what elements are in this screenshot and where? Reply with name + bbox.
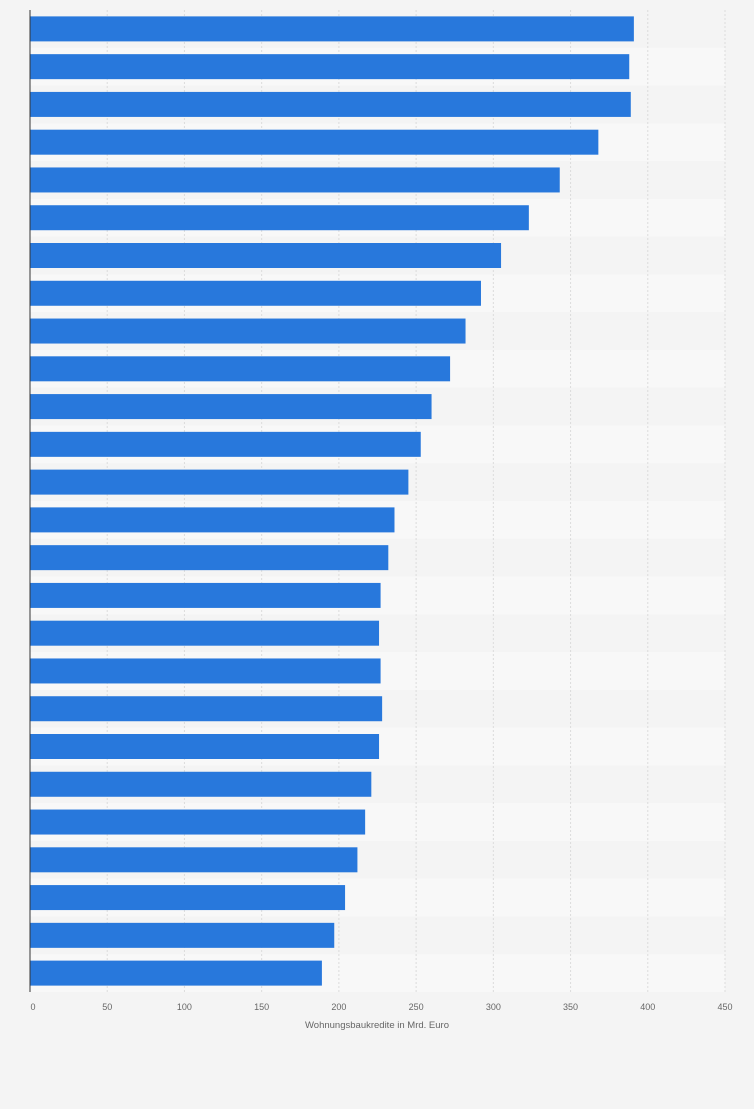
x-tick-label: 450 (717, 1002, 732, 1012)
bar (30, 885, 346, 911)
bar (30, 318, 466, 344)
bar (30, 394, 432, 420)
bar (30, 129, 599, 155)
bar (30, 54, 630, 80)
x-tick-label: 350 (563, 1002, 578, 1012)
x-tick-label: 0 (30, 1002, 35, 1012)
bar (30, 847, 358, 873)
bar (30, 545, 389, 571)
bar (30, 960, 322, 986)
x-tick-labels: 0 50 100 150 200 250 300 350 400 450 (30, 1002, 732, 1012)
x-tick-label: 250 (409, 1002, 424, 1012)
bar (30, 658, 381, 684)
bar (30, 771, 372, 797)
bar (30, 243, 502, 268)
bar (30, 205, 529, 231)
bar (30, 91, 631, 117)
bar (30, 16, 634, 42)
bar (30, 431, 421, 457)
bar (30, 809, 366, 835)
x-tick-label: 400 (640, 1002, 655, 1012)
x-tick-label: 50 (102, 1002, 112, 1012)
bar (30, 620, 380, 646)
bar (30, 922, 335, 948)
x-tick-label: 200 (331, 1002, 346, 1012)
x-tick-label: 300 (486, 1002, 501, 1012)
bar (30, 696, 383, 722)
bars (30, 16, 634, 986)
bar (30, 507, 395, 533)
x-axis-title: Wohnungsbaukredite in Mrd. Euro (305, 1020, 449, 1031)
bar (30, 280, 481, 306)
bar (30, 356, 451, 382)
x-tick-label: 150 (254, 1002, 269, 1012)
bar (30, 469, 409, 495)
bar (30, 734, 380, 759)
bar (30, 167, 560, 193)
x-tick-label: 100 (177, 1002, 192, 1012)
bar (30, 582, 381, 608)
